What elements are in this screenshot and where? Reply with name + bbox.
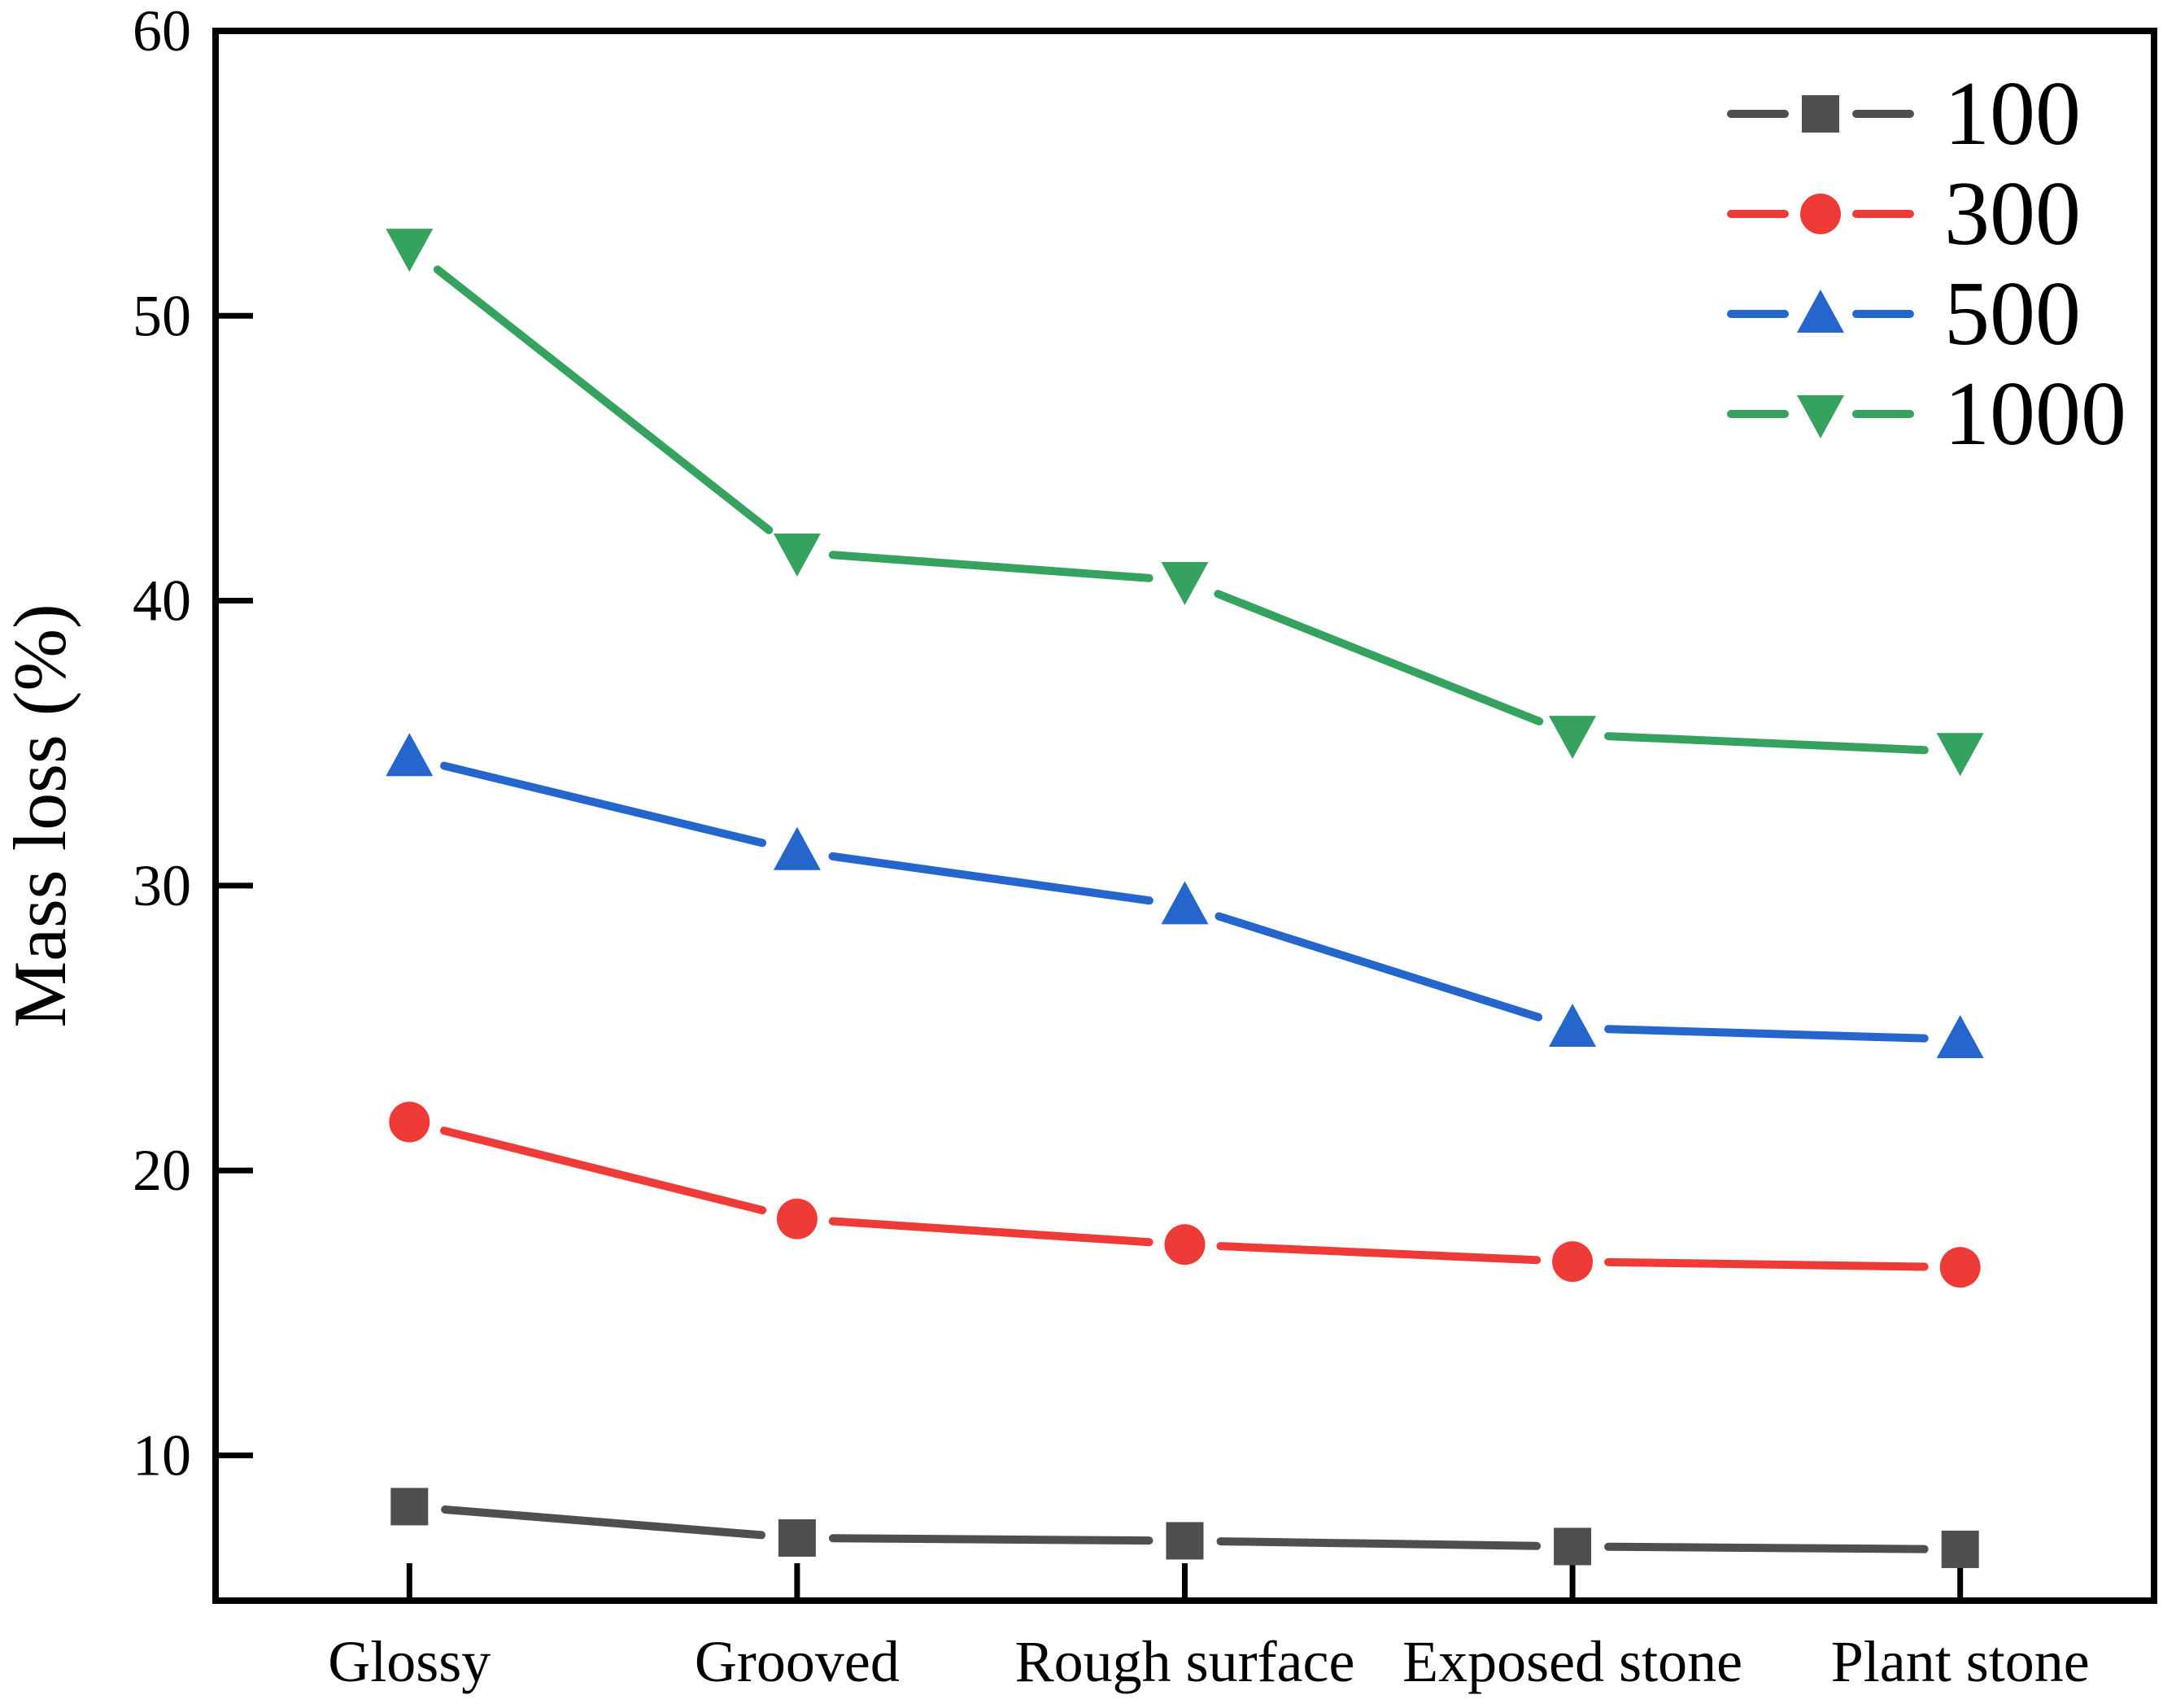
x-tick-label: Plant stone (1831, 1629, 2090, 1694)
series-1000 (386, 229, 1984, 777)
y-axis: 10 20 30 40 50 60 (133, 0, 253, 1488)
triangle-up-marker (1549, 1003, 1597, 1047)
triangle-up-marker (773, 826, 821, 870)
circle-marker (1552, 1241, 1594, 1283)
y-axis-title: Mass loss (%) (0, 603, 81, 1027)
square-marker (390, 1488, 429, 1526)
legend-label: 300 (1944, 163, 2081, 264)
circle-marker (1164, 1224, 1206, 1266)
legend-label: 1000 (1944, 364, 2126, 464)
triangle-down-marker (1161, 562, 1209, 606)
circle-marker (1939, 1247, 1981, 1288)
square-marker (1166, 1522, 1204, 1560)
circle-marker (1800, 194, 1841, 234)
x-tick-label: Rough surface (1015, 1629, 1355, 1694)
square-marker (778, 1518, 816, 1557)
circle-marker (389, 1101, 430, 1143)
legend-item-300: 300 (1727, 163, 2081, 264)
triangle-up-marker (1161, 881, 1209, 925)
triangle-down-marker (386, 229, 434, 272)
x-tick-label: Exposed stone (1402, 1629, 1742, 1694)
legend-item-1000: 1000 (1727, 364, 2126, 464)
series-100 (390, 1488, 1979, 1568)
y-tick-label: 60 (133, 0, 191, 63)
triangle-up-marker (1936, 1014, 1984, 1058)
triangle-down-marker (1936, 733, 1984, 777)
legend-item-500: 500 (1727, 264, 2081, 364)
legend-label: 100 (1944, 63, 2081, 164)
axes (212, 28, 2157, 1604)
triangle-up-marker (386, 733, 434, 777)
square-marker (1554, 1527, 1592, 1566)
x-axis: Glossy Grooved Rough surface Exposed stone P… (328, 1563, 2090, 1694)
y-tick-label: 30 (133, 853, 191, 918)
triangle-down-marker (773, 533, 821, 577)
y-tick-label: 20 (133, 1138, 191, 1203)
y-tick-label: 40 (133, 569, 191, 634)
y-tick-label: 50 (133, 283, 191, 348)
circle-marker (776, 1198, 818, 1240)
series-300 (389, 1101, 1981, 1288)
x-tick-label: Glossy (328, 1629, 491, 1694)
square-marker (1802, 95, 1839, 133)
y-tick-label: 10 (133, 1423, 191, 1488)
triangle-down-marker (1797, 395, 1844, 438)
triangle-down-marker (1549, 716, 1597, 760)
square-marker (1941, 1530, 1979, 1568)
legend-item-100: 100 (1727, 63, 2081, 164)
x-tick-label: Grooved (695, 1629, 900, 1694)
triangle-up-marker (1797, 290, 1844, 333)
series-500 (386, 733, 1984, 1058)
legend-label: 500 (1944, 264, 2081, 364)
